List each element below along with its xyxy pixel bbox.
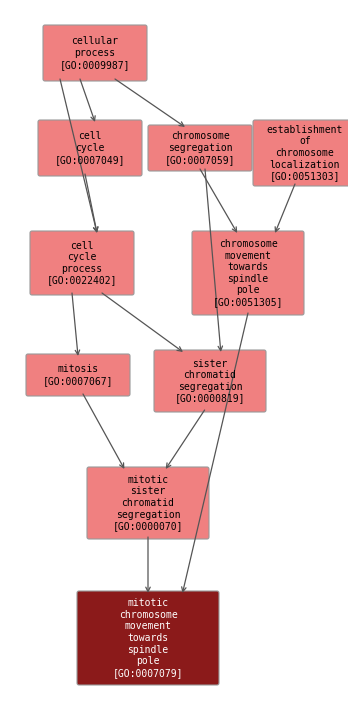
FancyBboxPatch shape [38,120,142,176]
Text: chromosome
segregation
[GO:0007059]: chromosome segregation [GO:0007059] [165,131,235,165]
Text: cellular
process
[GO:0009987]: cellular process [GO:0009987] [60,36,130,70]
Text: establishment
of
chromosome
localization
[GO:0051303]: establishment of chromosome localization… [267,125,343,181]
Text: cell
cycle
[GO:0007049]: cell cycle [GO:0007049] [55,131,125,165]
FancyBboxPatch shape [148,125,252,171]
Text: mitotic
sister
chromatid
segregation
[GO:0000070]: mitotic sister chromatid segregation [GO… [113,475,183,531]
FancyBboxPatch shape [87,467,209,539]
Text: chromosome
movement
towards
spindle
pole
[GO:0051305]: chromosome movement towards spindle pole… [213,239,283,307]
FancyBboxPatch shape [192,231,304,315]
FancyBboxPatch shape [154,350,266,412]
Text: mitotic
chromosome
movement
towards
spindle
pole
[GO:0007079]: mitotic chromosome movement towards spin… [113,598,183,678]
FancyBboxPatch shape [26,354,130,396]
Text: sister
chromatid
segregation
[GO:0000819]: sister chromatid segregation [GO:0000819… [175,359,245,404]
FancyBboxPatch shape [30,231,134,295]
Text: cell
cycle
process
[GO:0022402]: cell cycle process [GO:0022402] [47,240,117,285]
FancyBboxPatch shape [77,591,219,685]
FancyBboxPatch shape [43,25,147,81]
FancyBboxPatch shape [253,120,348,186]
Text: mitosis
[GO:0007067]: mitosis [GO:0007067] [43,364,113,386]
